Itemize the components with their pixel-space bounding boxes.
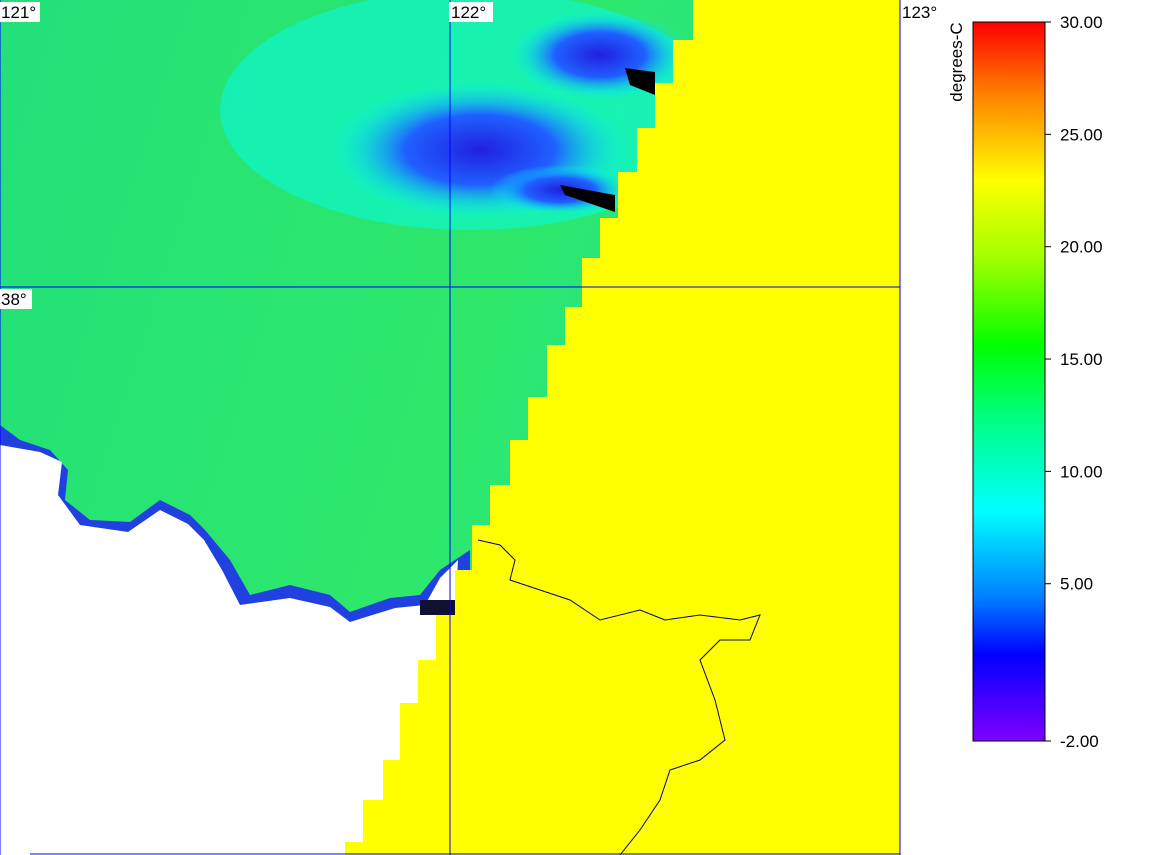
tick-label: 30.00 (1060, 13, 1103, 32)
lon-label: 123° (902, 3, 937, 22)
map: 121° 122° 123° 38° (0, 0, 937, 855)
no-data-area (345, 0, 900, 855)
tick-label: -2.00 (1060, 732, 1099, 751)
graticule (0, 0, 901, 855)
tick-label: 10.00 (1060, 462, 1103, 481)
land (0, 445, 458, 855)
no-data (420, 600, 455, 615)
colorbar-scale (972, 21, 1046, 742)
lon-label: 121° (1, 3, 36, 22)
colorbar: degrees-C 30.00 25.00 20.00 15.00 10.00 5.00 -… (947, 13, 1103, 751)
label-bg (0, 2, 40, 22)
lat-label: 38° (1, 290, 27, 309)
coastline (477, 539, 761, 855)
label-bg (0, 289, 32, 309)
label-bg (449, 2, 493, 22)
tick-label: 25.00 (1060, 125, 1103, 144)
tick-label: 5.00 (1060, 575, 1093, 594)
tick-label: 20.00 (1060, 238, 1103, 257)
no-data (560, 68, 655, 212)
lon-label: 122° (451, 3, 486, 22)
tick-label: 15.00 (1060, 350, 1103, 369)
colorbar-title: degrees-C (947, 22, 966, 101)
